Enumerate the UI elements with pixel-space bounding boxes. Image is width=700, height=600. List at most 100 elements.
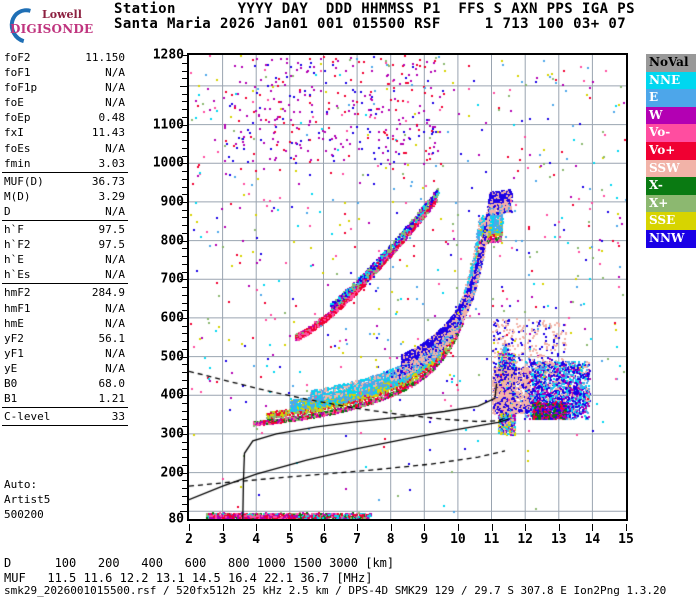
param-key: foF1p [4, 81, 38, 95]
y-axis-tick [182, 155, 187, 157]
param-key: M(D) [4, 189, 31, 203]
y-axis-tick [182, 225, 187, 227]
x-axis-tick [457, 524, 459, 531]
param-row: B1 1.21 [2, 391, 128, 406]
legend-swatch-sse[interactable]: SSE [646, 212, 696, 230]
y-tick-label: 300 [160, 426, 184, 442]
param-divider [2, 425, 128, 427]
y-axis-tick [182, 379, 187, 381]
param-row: C-level 33 [2, 409, 128, 424]
y-axis-tick [182, 287, 187, 288]
legend-swatch-vo-[interactable]: Vo- [646, 124, 696, 142]
x-tick-label: 2 [185, 532, 193, 547]
param-group-virtual-heights: h`F 97.5 h`F2 97.5 h`E N/A h`Es N/A [2, 222, 128, 282]
autoscaler-info: Auto: Artist5 500200 [4, 477, 50, 522]
doppler-direction-legend: NoVal NNE E W Vo- Vo+ SSW X- X+ SSE NNW [646, 54, 696, 248]
y-tick-label: 80 [168, 511, 184, 527]
param-row: foF1 N/A [2, 65, 128, 80]
legend-swatch-vo-[interactable]: Vo+ [646, 141, 696, 160]
param-key: C-level [4, 410, 51, 424]
y-axis-tick [182, 480, 187, 482]
legend-swatch-x-[interactable]: X+ [646, 194, 696, 213]
param-value: N/A [105, 81, 125, 95]
param-value: 11.150 [85, 51, 125, 64]
param-row: yF2 56.1 [2, 331, 128, 346]
x-axis-tick [424, 524, 426, 531]
param-key: foF2 [4, 51, 31, 64]
y-axis-tick [180, 395, 187, 397]
y-axis-tick [182, 410, 187, 412]
param-key: foEp [4, 111, 31, 125]
header-line-2: Santa Maria 2026 Jan01 001 015500 RSF 1 … [114, 16, 627, 32]
y-axis-tick [180, 201, 187, 203]
y-axis-tick [182, 171, 187, 172]
param-key: h`F [4, 223, 24, 237]
y-axis-tick [182, 147, 187, 149]
legend-swatch-nnw[interactable]: NNW [646, 229, 696, 248]
param-row: h`Es N/A [2, 267, 128, 282]
param-row: foF2 11.150 [2, 50, 128, 65]
y-axis-tick [182, 186, 187, 188]
y-axis-tick [182, 348, 187, 350]
param-row: h`F 97.5 [2, 222, 128, 237]
y-axis-tick [182, 372, 187, 374]
auto-version: 500200 [4, 508, 44, 521]
y-axis-tick [180, 279, 187, 281]
y-axis-tick [182, 232, 187, 234]
param-key: B0 [4, 376, 18, 390]
param-row: fmin 3.03 [2, 156, 128, 171]
legend-swatch-nne[interactable]: NNE [646, 71, 696, 90]
y-axis-tick [182, 325, 187, 327]
legend-swatch-noval[interactable]: NoVal [646, 54, 696, 72]
param-key: D [4, 204, 11, 218]
param-row: yE N/A [2, 361, 128, 376]
param-value: 56.1 [98, 331, 126, 345]
station-header: Station YYYY DAY DDD HHMMSS P1 FFS S AXN… [114, 2, 635, 32]
muf-distance-table: D 100 200 400 600 800 1000 1500 3000 [km… [4, 556, 394, 585]
x-tick-label: 13 [550, 532, 567, 547]
y-tick-label: 800 [160, 233, 184, 249]
digisonde-logo: Lowell DIGISONDE [3, 1, 108, 51]
y-axis-tick [182, 302, 187, 304]
file-info-line: smk29_2026001015500.rsf / 520fx512h 25 k… [4, 584, 667, 597]
param-value: 97.5 [98, 223, 126, 237]
y-tick-label: 1280 [152, 47, 184, 63]
y-axis-tick [182, 333, 187, 335]
y-tick-label: 500 [160, 349, 184, 365]
auto-label: Auto: [4, 478, 38, 491]
x-axis: 2 3 4 5 6 7 8 9 10 11 12 13 14 15 [185, 524, 634, 547]
y-tick-label: 700 [160, 271, 184, 287]
y-tick-label: 600 [160, 310, 184, 326]
y-tick-label: 1100 [152, 117, 184, 133]
auto-name: Artist5 [4, 493, 51, 506]
legend-swatch-e[interactable]: E [646, 89, 696, 107]
param-group-profile: hmF2 284.9 hmF1 N/A hmE N/A yF2 56.1 yF1 N/A yE N/A… [2, 285, 128, 406]
y-axis-tick [182, 294, 187, 296]
param-key: yF2 [4, 331, 24, 345]
param-divider [2, 407, 128, 409]
ionogram-echo-scatter [189, 55, 626, 519]
param-key: h`F2 [4, 238, 31, 252]
param-value: 3.03 [98, 156, 126, 170]
param-value: N/A [105, 141, 125, 155]
y-axis-tick [182, 256, 187, 258]
y-axis-tick [182, 78, 187, 80]
param-value: N/A [105, 253, 125, 267]
y-axis-tick [182, 55, 187, 56]
param-group-clevel: C-level 33 [2, 409, 128, 424]
param-key: foE [4, 96, 24, 110]
x-axis-tick [626, 524, 627, 531]
y-axis-tick [182, 248, 187, 250]
param-key: fmin [4, 156, 31, 170]
legend-swatch-x-[interactable]: X- [646, 177, 696, 195]
param-key: MUF(D) [4, 174, 44, 188]
legend-swatch-w[interactable]: W [646, 106, 696, 125]
param-row: B0 68.0 [2, 376, 128, 391]
param-key: yE [4, 361, 18, 375]
param-value: N/A [105, 301, 125, 315]
param-value: N/A [105, 204, 125, 218]
legend-swatch-ssw[interactable]: SSW [646, 159, 696, 178]
x-tick-label: 5 [285, 532, 294, 547]
param-key: hmE [4, 316, 24, 330]
param-key: yF1 [4, 346, 24, 360]
